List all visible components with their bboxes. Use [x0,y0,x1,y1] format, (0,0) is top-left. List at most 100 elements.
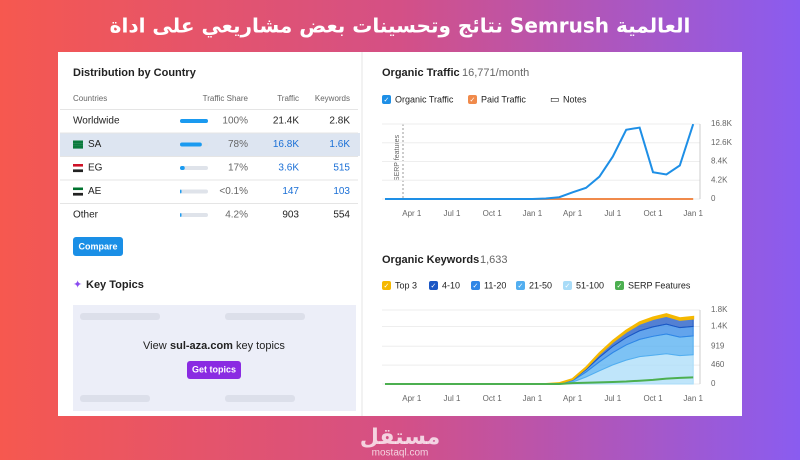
annotation: SERP features [394,134,401,181]
flag [73,187,83,191]
legend-check: ✓ [518,283,524,290]
y-tick-label: 1.4K [711,322,728,331]
flag [73,145,83,149]
country: EG [88,163,103,174]
chart-title: Organic Keywords [382,254,479,266]
share-bar [180,189,182,194]
country: Worldwide [73,116,120,127]
legend-label: Paid Traffic [481,94,526,104]
flag [73,190,83,193]
x-tick-label: Jan 1 [523,394,543,403]
keywords: 1.6K [329,139,350,150]
row-highlight [60,133,360,156]
y-tick-label: 1.8K [711,305,728,314]
legend-checkbox [382,95,391,104]
share-bar [180,213,182,217]
traffic: 3.6K [278,163,299,174]
share: 100% [222,116,248,127]
legend-label: 11-20 [484,280,506,290]
column-header: Traffic [277,94,299,103]
share: 17% [228,163,248,174]
x-tick-label: Jul 1 [444,394,461,403]
traffic: 21.4K [273,116,299,127]
button-label: Get topics [192,364,236,374]
button-label: Compare [78,241,117,251]
flag [73,164,83,167]
traffic: 16.8K [273,139,299,150]
series-line [385,123,695,200]
flag [73,192,83,196]
y-tick-label: 0 [711,379,716,388]
blurred-box [73,305,356,411]
y-tick-label: 4.2K [711,175,728,184]
share-track [180,213,208,217]
chart-subtitle: 16,771/month [462,67,529,79]
legend-checkbox [429,281,438,290]
notes-toggle[interactable]: Notes [563,94,587,104]
placeholder [80,395,150,402]
legend-check: ✓ [470,97,476,104]
x-tick-label: Oct 1 [643,209,663,218]
panel-title: Distribution by Country [73,67,197,79]
section-title: Key Topics [86,279,144,291]
sparkle-icon: ✦ [73,279,82,291]
placeholder [225,313,305,320]
y-tick-label: 0 [711,194,716,203]
placeholder [80,313,160,320]
x-tick-label: Jul 1 [444,209,461,218]
legend-check: ✓ [384,97,390,104]
legend-checkbox [471,281,480,290]
chart-title: Organic Traffic [382,67,460,79]
watermark: مستقل [360,425,440,450]
legend-checkbox [563,281,572,290]
share: 78% [228,139,248,150]
keywords: 2.8K [329,116,350,127]
legend-check: ✓ [617,283,623,290]
share-bar [180,119,208,123]
page-title: نتائج وتحسينات بعض مشاريعي على اداة Semr… [110,14,691,39]
series-line [385,376,694,385]
chart-subtitle: 1,633 [480,254,508,266]
x-tick-label: Jan 1 [683,209,703,218]
x-tick-label: Apr 1 [402,394,422,403]
placeholder [225,395,295,402]
share-bar [180,142,202,147]
notes-icon: ▭ [550,95,559,106]
prompt: View [143,340,167,352]
keywords: 554 [333,210,350,221]
y-tick-label: 12.6K [711,138,733,147]
share: <0.1% [219,186,248,197]
watermark: mostaql.com [372,448,429,459]
column-header: Traffic Share [203,94,249,103]
x-tick-label: Jan 1 [683,394,703,403]
get-topics-button[interactable] [187,361,241,379]
share-track [180,189,208,194]
x-tick-label: Oct 1 [643,394,663,403]
compare-button[interactable] [73,237,123,256]
x-tick-label: Jul 1 [604,209,621,218]
y-tick-label: 8.4K [711,157,728,166]
share-bar [180,166,185,170]
legend-check: ✓ [431,283,437,290]
x-tick-label: Apr 1 [402,209,422,218]
column-header: Countries [73,94,107,103]
legend-label: Organic Traffic [395,94,454,104]
x-tick-label: Jul 1 [604,394,621,403]
x-tick-label: Oct 1 [483,209,503,218]
legend-checkbox [516,281,525,290]
y-tick-label: 460 [711,360,725,369]
share-track [180,166,208,170]
column-header: Keywords [315,94,350,103]
legend-check: ✓ [473,283,479,290]
keywords: 515 [333,163,350,174]
legend-label: SERP Features [628,280,691,290]
share: 4.2% [225,210,248,221]
x-tick-label: Apr 1 [563,209,583,218]
legend-checkbox [615,281,624,290]
country: Other [73,210,99,221]
y-tick-label: 919 [711,341,725,350]
flag [73,169,83,173]
flag [73,166,83,170]
